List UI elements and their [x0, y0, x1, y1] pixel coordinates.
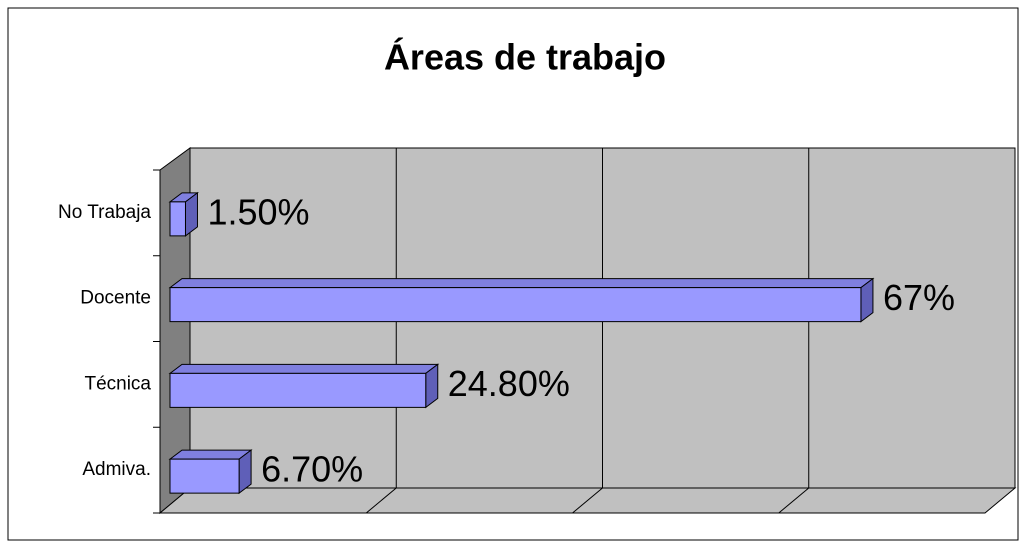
data-label: 24.80% [448, 363, 570, 404]
y-tick-label: Admiva. [82, 459, 151, 480]
chart-title: Áreas de trabajo [384, 37, 666, 78]
bar-top [168, 449, 253, 460]
bar [169, 372, 427, 408]
floor-grid-line [572, 487, 603, 514]
data-label: 6.70% [261, 449, 363, 490]
data-label: 1.50% [207, 191, 309, 232]
y-tick-label: Docente [80, 288, 151, 309]
bar [169, 458, 240, 494]
floor-grid-line [365, 487, 397, 514]
data-label: 67% [883, 277, 955, 318]
bar-top [168, 363, 440, 374]
y-tick-label: Técnica [84, 373, 151, 394]
bar [169, 201, 186, 237]
bar [169, 287, 862, 323]
bar-top [168, 278, 875, 289]
floor-grid-line [778, 487, 810, 514]
y-tick-label: No Trabaja [58, 202, 151, 223]
